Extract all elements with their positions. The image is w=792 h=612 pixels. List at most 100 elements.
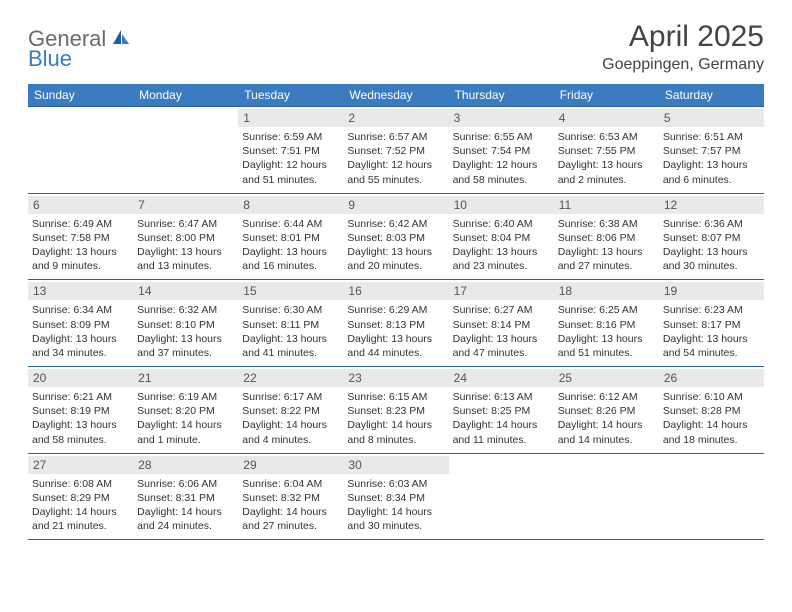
sunset-text: Sunset: 8:01 PM <box>242 231 339 245</box>
day-info: Sunrise: 6:44 AMSunset: 8:01 PMDaylight:… <box>242 217 339 274</box>
sunrise-text: Sunrise: 6:55 AM <box>453 130 550 144</box>
sunset-text: Sunset: 7:52 PM <box>347 144 444 158</box>
day-number: 28 <box>133 456 238 474</box>
day-cell: 26Sunrise: 6:10 AMSunset: 8:28 PMDayligh… <box>659 367 764 454</box>
day-cell <box>133 107 238 194</box>
sunset-text: Sunset: 8:28 PM <box>663 404 760 418</box>
daylight-text: Daylight: 12 hours and 55 minutes. <box>347 158 444 186</box>
sunrise-text: Sunrise: 6:17 AM <box>242 390 339 404</box>
sunset-text: Sunset: 8:10 PM <box>137 318 234 332</box>
sunset-text: Sunset: 8:19 PM <box>32 404 129 418</box>
title-block: April 2025 Goeppingen, Germany <box>602 20 764 74</box>
day-header: Monday <box>133 84 238 107</box>
sunrise-text: Sunrise: 6:06 AM <box>137 477 234 491</box>
day-number: 25 <box>554 369 659 387</box>
day-cell: 3Sunrise: 6:55 AMSunset: 7:54 PMDaylight… <box>449 107 554 194</box>
day-cell: 30Sunrise: 6:03 AMSunset: 8:34 PMDayligh… <box>343 453 448 540</box>
daylight-text: Daylight: 14 hours and 27 minutes. <box>242 505 339 533</box>
day-cell: 22Sunrise: 6:17 AMSunset: 8:22 PMDayligh… <box>238 367 343 454</box>
day-cell <box>554 453 659 540</box>
day-info: Sunrise: 6:21 AMSunset: 8:19 PMDaylight:… <box>32 390 129 447</box>
day-info: Sunrise: 6:27 AMSunset: 8:14 PMDaylight:… <box>453 303 550 360</box>
day-cell: 13Sunrise: 6:34 AMSunset: 8:09 PMDayligh… <box>28 280 133 367</box>
day-info: Sunrise: 6:51 AMSunset: 7:57 PMDaylight:… <box>663 130 760 187</box>
day-info: Sunrise: 6:12 AMSunset: 8:26 PMDaylight:… <box>558 390 655 447</box>
daylight-text: Daylight: 13 hours and 13 minutes. <box>137 245 234 273</box>
day-info: Sunrise: 6:08 AMSunset: 8:29 PMDaylight:… <box>32 477 129 534</box>
sunset-text: Sunset: 8:31 PM <box>137 491 234 505</box>
day-cell: 6Sunrise: 6:49 AMSunset: 7:58 PMDaylight… <box>28 193 133 280</box>
day-info: Sunrise: 6:32 AMSunset: 8:10 PMDaylight:… <box>137 303 234 360</box>
sunset-text: Sunset: 8:07 PM <box>663 231 760 245</box>
daylight-text: Daylight: 13 hours and 16 minutes. <box>242 245 339 273</box>
day-number: 9 <box>343 196 448 214</box>
day-cell: 10Sunrise: 6:40 AMSunset: 8:04 PMDayligh… <box>449 193 554 280</box>
day-number: 7 <box>133 196 238 214</box>
sunset-text: Sunset: 7:51 PM <box>242 144 339 158</box>
day-cell: 9Sunrise: 6:42 AMSunset: 8:03 PMDaylight… <box>343 193 448 280</box>
day-cell: 29Sunrise: 6:04 AMSunset: 8:32 PMDayligh… <box>238 453 343 540</box>
day-number: 14 <box>133 282 238 300</box>
day-cell: 25 Sunrise: 6:12 AMSunset: 8:26 PMDayligh… <box>554 367 659 454</box>
sunrise-text: Sunrise: 6:44 AM <box>242 217 339 231</box>
sunrise-text: Sunrise: 6:49 AM <box>32 217 129 231</box>
sunset-text: Sunset: 8:04 PM <box>453 231 550 245</box>
week-row: 27Sunrise: 6:08 AMSunset: 8:29 PMDayligh… <box>28 453 764 540</box>
sunrise-text: Sunrise: 6:53 AM <box>558 130 655 144</box>
sunset-text: Sunset: 7:55 PM <box>558 144 655 158</box>
sunrise-text: Sunrise: 6:38 AM <box>558 217 655 231</box>
day-cell: 24 Sunrise: 6:13 AMSunset: 8:25 PMDayligh… <box>449 367 554 454</box>
week-row: 20 Sunrise: 6:21 AMSunset: 8:19 PMDayligh… <box>28 367 764 454</box>
sunset-text: Sunset: 8:13 PM <box>347 318 444 332</box>
day-cell: 4Sunrise: 6:53 AMSunset: 7:55 PMDaylight… <box>554 107 659 194</box>
sunrise-text: Sunrise: 6:36 AM <box>663 217 760 231</box>
sunset-text: Sunset: 8:00 PM <box>137 231 234 245</box>
day-cell: 28 Sunrise: 6:06 AMSunset: 8:31 PMDayligh… <box>133 453 238 540</box>
sunset-text: Sunset: 8:03 PM <box>347 231 444 245</box>
day-info: Sunrise: 6:36 AMSunset: 8:07 PMDaylight:… <box>663 217 760 274</box>
day-header: Thursday <box>449 84 554 107</box>
day-cell: 18Sunrise: 6:25 AMSunset: 8:16 PMDayligh… <box>554 280 659 367</box>
day-cell: 1Sunrise: 6:59 AMSunset: 7:51 PMDaylight… <box>238 107 343 194</box>
header: General April 2025 Goeppingen, Germany <box>28 20 764 74</box>
daylight-text: Daylight: 13 hours and 23 minutes. <box>453 245 550 273</box>
day-number: 11 <box>554 196 659 214</box>
daylight-text: Daylight: 14 hours and 24 minutes. <box>137 505 234 533</box>
sunrise-text: Sunrise: 6:23 AM <box>663 303 760 317</box>
week-row: 1Sunrise: 6:59 AMSunset: 7:51 PMDaylight… <box>28 107 764 194</box>
sunrise-text: Sunrise: 6:57 AM <box>347 130 444 144</box>
day-number: 1 <box>238 109 343 127</box>
day-header-row: SundayMondayTuesdayWednesdayThursdayFrid… <box>28 84 764 107</box>
sunrise-text: Sunrise: 6:03 AM <box>347 477 444 491</box>
logo-sail-icon <box>111 28 131 51</box>
daylight-text: Daylight: 13 hours and 27 minutes. <box>558 245 655 273</box>
day-number: 15 <box>238 282 343 300</box>
sunset-text: Sunset: 8:20 PM <box>137 404 234 418</box>
sunset-text: Sunset: 8:23 PM <box>347 404 444 418</box>
day-cell <box>28 107 133 194</box>
day-number: 20 <box>28 369 133 387</box>
day-cell: 7Sunrise: 6:47 AMSunset: 8:00 PMDaylight… <box>133 193 238 280</box>
day-info: Sunrise: 6:17 AMSunset: 8:22 PMDaylight:… <box>242 390 339 447</box>
sunrise-text: Sunrise: 6:08 AM <box>32 477 129 491</box>
day-info: Sunrise: 6:13 AMSunset: 8:25 PMDaylight:… <box>453 390 550 447</box>
location: Goeppingen, Germany <box>602 56 764 74</box>
week-row: 13Sunrise: 6:34 AMSunset: 8:09 PMDayligh… <box>28 280 764 367</box>
daylight-text: Daylight: 14 hours and 4 minutes. <box>242 418 339 446</box>
day-cell: 12Sunrise: 6:36 AMSunset: 8:07 PMDayligh… <box>659 193 764 280</box>
day-info: Sunrise: 6:06 AMSunset: 8:31 PMDaylight:… <box>137 477 234 534</box>
sunrise-text: Sunrise: 6:34 AM <box>32 303 129 317</box>
sunrise-text: Sunrise: 6:27 AM <box>453 303 550 317</box>
day-info: Sunrise: 6:25 AMSunset: 8:16 PMDaylight:… <box>558 303 655 360</box>
daylight-text: Daylight: 14 hours and 8 minutes. <box>347 418 444 446</box>
day-number: 29 <box>238 456 343 474</box>
day-info: Sunrise: 6:34 AMSunset: 8:09 PMDaylight:… <box>32 303 129 360</box>
daylight-text: Daylight: 13 hours and 30 minutes. <box>663 245 760 273</box>
month-title: April 2025 <box>602 20 764 54</box>
sunrise-text: Sunrise: 6:40 AM <box>453 217 550 231</box>
sunset-text: Sunset: 8:26 PM <box>558 404 655 418</box>
day-number: 24 <box>449 369 554 387</box>
day-header: Friday <box>554 84 659 107</box>
day-info: Sunrise: 6:29 AMSunset: 8:13 PMDaylight:… <box>347 303 444 360</box>
day-info: Sunrise: 6:30 AMSunset: 8:11 PMDaylight:… <box>242 303 339 360</box>
